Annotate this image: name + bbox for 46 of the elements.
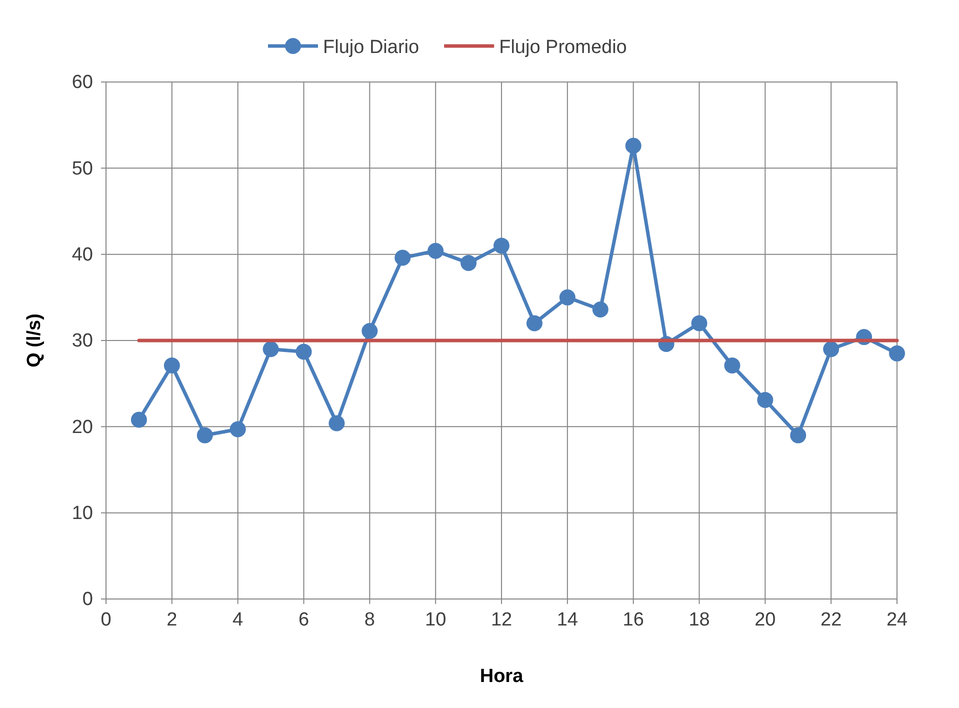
point: [790, 427, 806, 444]
point: [889, 345, 905, 362]
y-tick-label: 40: [72, 244, 93, 266]
point: [428, 242, 444, 259]
point: [625, 138, 642, 154]
y-tick-label: 0: [82, 589, 93, 610]
x-tick-label: 4: [232, 609, 244, 630]
x-tick-label: 16: [622, 609, 644, 630]
x-tick-label: 0: [100, 609, 112, 630]
legend-label: Flujo Diario: [323, 37, 420, 58]
point: [724, 357, 740, 374]
point: [130, 412, 147, 428]
x-tick-label: 10: [425, 609, 446, 630]
y-tick-label: 60: [72, 72, 93, 94]
point: [757, 392, 774, 408]
point: [230, 421, 246, 438]
x-tick-label: 12: [490, 609, 512, 630]
legend-label: Flujo Promedio: [499, 37, 627, 58]
y-tick-label: 30: [72, 330, 93, 352]
x-tick-label: 8: [364, 609, 375, 630]
point: [559, 289, 576, 306]
point: [592, 301, 608, 318]
x-tick-label: 20: [754, 609, 776, 630]
point: [262, 341, 279, 358]
point: [328, 415, 345, 432]
point: [823, 341, 840, 358]
point: [296, 344, 312, 360]
point: [196, 427, 213, 444]
y-axis-title: Q (l/s): [24, 314, 45, 368]
x-tick-label: 22: [820, 609, 842, 630]
x-axis-title: Hora: [480, 666, 524, 687]
point: [460, 254, 477, 271]
point: [494, 238, 510, 254]
x-tick-label: 6: [298, 609, 310, 630]
point: [394, 250, 411, 266]
x-tick-label: 24: [886, 609, 908, 630]
point: [164, 357, 180, 374]
y-tick-label: 10: [72, 502, 93, 524]
x-tick-label: 2: [166, 609, 178, 630]
point: [362, 323, 378, 340]
x-tick-label: 18: [688, 609, 710, 630]
y-tick-label: 50: [72, 158, 93, 180]
y-tick-label: 20: [72, 416, 93, 438]
x-tick-label: 14: [556, 609, 578, 630]
point: [526, 315, 542, 332]
point: [691, 315, 708, 332]
